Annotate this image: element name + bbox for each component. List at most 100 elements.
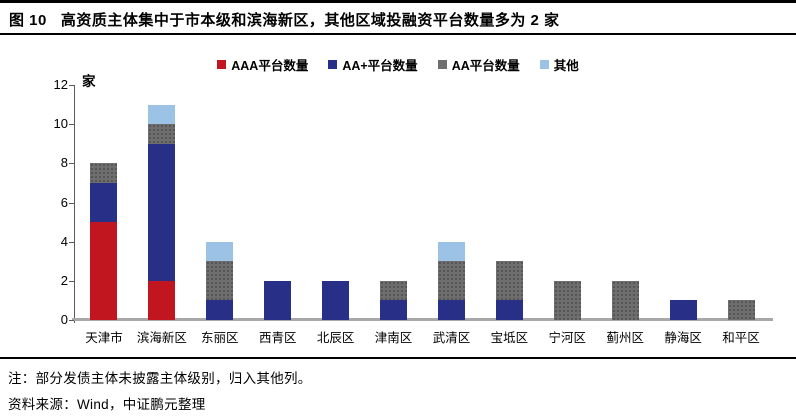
stacked-bar [206,241,234,320]
legend-item-aa-plus: AA+平台数量 [328,55,418,74]
bar-group [191,85,249,320]
y-tick-mark [69,241,74,243]
bar-segment [553,280,581,320]
bar-group [596,85,654,320]
bar-segment [206,300,234,320]
bar-group [480,85,538,320]
x-axis-label: 北辰区 [316,331,355,345]
bar-segment [495,261,523,301]
top-divider [0,0,796,3]
x-axis-label: 宝坻区 [490,331,529,345]
bar-segment [90,182,118,223]
x-axis-label: 和平区 [722,331,760,345]
bar-segment [437,261,465,301]
x-axis-label: 宁河区 [548,331,587,345]
figure-number: 图 10 [9,12,47,29]
bar-group [307,85,365,320]
stacked-bar [90,163,118,320]
bar-segment [495,300,523,320]
x-axis-label: 津南区 [374,331,413,345]
notes-divider [0,357,796,359]
bar-group [538,85,596,320]
x-axis-label: 东丽区 [201,331,239,345]
data-source: 资料来源：Wind，中证鹏元整理 [8,397,206,412]
stacked-bar [322,280,350,320]
y-tick-mark [69,124,74,126]
stacked-bar [727,300,755,320]
x-axis-label: 静海区 [664,331,702,345]
bar-group [75,85,133,320]
y-tick-mark [69,202,74,204]
y-tick-label: 10 [53,116,68,132]
bar-group [365,85,423,320]
y-tick-mark [69,320,74,321]
legend-item-other: 其他 [539,55,579,74]
stacked-bar [148,104,176,320]
stacked-bar [495,261,523,320]
stacked-bar [264,280,292,320]
bar-group [133,85,191,320]
legend-swatch-aa-plus-icon [328,60,338,69]
y-tick-mark [69,85,74,86]
chart-legend: AAA平台数量 AA+平台数量 AA平台数量 其他 [0,55,796,74]
bar-segment [148,280,176,320]
y-axis [74,85,75,323]
legend-swatch-other-icon [539,60,549,69]
bar-group [654,85,712,320]
x-axis-label: 滨海新区 [136,331,187,345]
bar-segment [322,280,350,320]
x-axis-labels: 天津市 滨海新区 东丽区 西青区 北辰区 津南区 武清区 宝坻区 宁河区 蓟州区 静海区 和平区 [75,327,770,345]
y-tick-mark [69,280,74,282]
figure-title: 图 10 高资质主体集中于市本级和滨海新区，其他区域投融资平台数量多为 2 家 [9,9,789,30]
bar-segment [206,241,234,262]
bar-segment [437,300,465,320]
y-tick-label: 2 [60,272,68,288]
bar-segment [380,280,408,301]
legend-item-aaa: AAA平台数量 [217,55,308,74]
x-axis-label: 西青区 [258,331,297,345]
legend-swatch-aa-icon [437,60,447,69]
legend-label-aaa: AAA平台数量 [231,59,309,73]
bar-segment [90,222,118,320]
x-axis-label: 武清区 [432,331,471,345]
legend-label-other: 其他 [553,59,579,73]
title-divider [0,33,796,35]
bar-group [249,85,307,320]
legend-item-aa: AA平台数量 [437,55,520,74]
y-tick-label: 8 [60,155,68,171]
bar-segment [380,300,408,320]
stacked-bar [669,300,697,320]
bar-segment [437,241,465,262]
bar-group [712,85,770,320]
bar-segment [727,300,755,320]
figure-title-text: 高资质主体集中于市本级和滨海新区，其他区域投融资平台数量多为 2 家 [60,12,560,29]
bar-segment [611,280,639,320]
stacked-bar [380,280,408,320]
bar-segment [148,124,176,144]
legend-label-aa: AA平台数量 [451,59,520,73]
bar-segment [148,143,176,281]
x-axis [72,318,773,321]
stacked-bar [553,280,581,320]
legend-label-aa-plus: AA+平台数量 [342,59,418,73]
bar-group [423,85,481,320]
y-tick-label: 12 [53,77,68,92]
bar-segment [264,280,292,320]
bar-segment [90,163,118,183]
bar-segment [148,104,176,125]
bar-segment [669,300,697,320]
stacked-bar [437,241,465,320]
bar-segment [206,261,234,301]
y-tick-label: 4 [60,233,68,249]
y-tick-label: 0 [60,312,68,327]
stacked-bar [611,280,639,320]
chart-note: 注：部分发债主体未披露主体级别，归入其他列。 [8,371,312,386]
x-axis-label: 天津市 [85,331,123,345]
x-axis-label: 蓟州区 [606,331,644,345]
y-tick-label: 6 [60,194,68,210]
y-axis-unit-label: 家 [82,74,96,89]
plot-area [75,85,770,320]
y-tick-mark [69,163,74,165]
legend-swatch-aaa-icon [217,60,227,69]
